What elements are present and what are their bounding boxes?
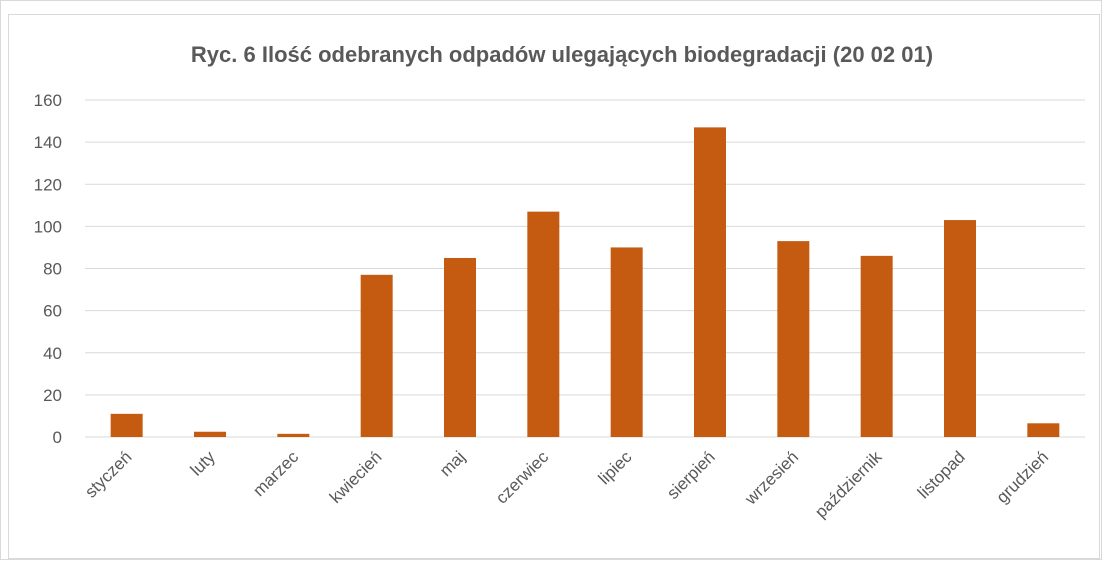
y-tick-label: 140 bbox=[34, 133, 62, 152]
bar bbox=[277, 433, 310, 437]
bar bbox=[1027, 423, 1060, 437]
bar bbox=[777, 241, 810, 437]
y-tick-label: 60 bbox=[43, 302, 62, 321]
y-tick-label: 100 bbox=[34, 217, 62, 236]
y-tick-label: 80 bbox=[43, 260, 62, 279]
y-tick-label: 20 bbox=[43, 386, 62, 405]
bar bbox=[444, 257, 476, 437]
bar bbox=[194, 431, 226, 437]
chart-title: Ryc. 6 Ilość odebranych odpadów ulegając… bbox=[191, 42, 933, 67]
bar bbox=[110, 413, 143, 437]
bar bbox=[860, 255, 893, 437]
bar bbox=[527, 211, 560, 437]
bar bbox=[610, 247, 643, 437]
y-tick-label: 160 bbox=[34, 91, 62, 110]
bar bbox=[694, 127, 726, 437]
y-tick-label: 0 bbox=[53, 428, 62, 447]
y-tick-label: 40 bbox=[43, 344, 62, 363]
y-tick-label: 120 bbox=[34, 175, 62, 194]
bar bbox=[360, 274, 393, 437]
bar bbox=[944, 220, 976, 437]
